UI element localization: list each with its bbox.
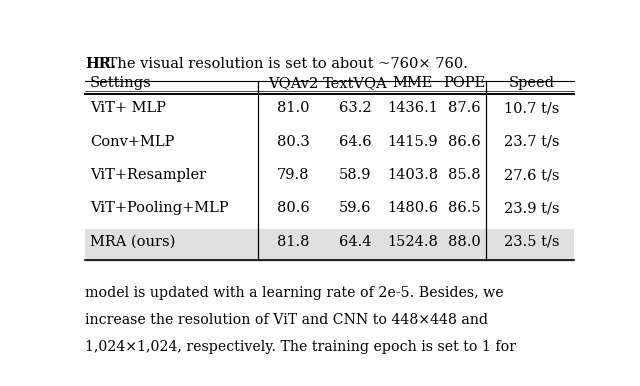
Text: 64.6: 64.6: [339, 135, 372, 149]
Text: 10.7 t/s: 10.7 t/s: [504, 102, 559, 115]
Bar: [85, 229, 573, 262]
Text: 59.6: 59.6: [339, 201, 372, 215]
Text: 27.6 t/s: 27.6 t/s: [504, 168, 559, 182]
Text: 80.3: 80.3: [277, 135, 310, 149]
Text: MME: MME: [392, 76, 433, 90]
Text: TextVQA: TextVQA: [323, 76, 388, 90]
Text: 86.5: 86.5: [448, 201, 481, 215]
Text: increase the resolution of ViT and CNN to 448×448 and: increase the resolution of ViT and CNN t…: [85, 313, 488, 327]
Text: MRA (ours): MRA (ours): [90, 235, 175, 249]
Text: 23.7 t/s: 23.7 t/s: [504, 135, 559, 149]
Text: Speed: Speed: [508, 76, 554, 90]
Text: POPE: POPE: [444, 76, 486, 90]
Text: ViT+Pooling+MLP: ViT+Pooling+MLP: [90, 201, 228, 215]
Text: The visual resolution is set to about ~760× 760.: The visual resolution is set to about ~7…: [103, 57, 468, 71]
Text: 63.2: 63.2: [339, 102, 372, 115]
Text: 85.8: 85.8: [448, 168, 481, 182]
Text: 1,024×1,024, respectively. The training epoch is set to 1 for: 1,024×1,024, respectively. The training …: [85, 340, 516, 354]
Text: 1415.9: 1415.9: [387, 135, 438, 149]
Text: VQAv2: VQAv2: [268, 76, 319, 90]
Text: 81.8: 81.8: [277, 235, 310, 249]
Text: 86.6: 86.6: [448, 135, 481, 149]
Text: 87.6: 87.6: [448, 102, 481, 115]
Text: HR.: HR.: [85, 57, 116, 71]
Text: Settings: Settings: [90, 76, 152, 90]
Text: 88.0: 88.0: [448, 235, 481, 249]
Text: 1403.8: 1403.8: [387, 168, 438, 182]
Text: 81.0: 81.0: [277, 102, 310, 115]
Text: 80.6: 80.6: [277, 201, 310, 215]
Text: 1524.8: 1524.8: [387, 235, 438, 249]
Text: 23.5 t/s: 23.5 t/s: [504, 235, 559, 249]
Text: ViT+Resampler: ViT+Resampler: [90, 168, 206, 182]
Text: ViT+ MLP: ViT+ MLP: [90, 102, 166, 115]
Text: 58.9: 58.9: [339, 168, 372, 182]
Text: 23.9 t/s: 23.9 t/s: [504, 201, 559, 215]
Text: 1480.6: 1480.6: [387, 201, 438, 215]
Text: 64.4: 64.4: [339, 235, 372, 249]
Text: 1436.1: 1436.1: [387, 102, 438, 115]
Text: Conv+MLP: Conv+MLP: [90, 135, 174, 149]
Text: 79.8: 79.8: [277, 168, 310, 182]
Text: model is updated with a learning rate of 2e-5. Besides, we: model is updated with a learning rate of…: [85, 286, 504, 300]
